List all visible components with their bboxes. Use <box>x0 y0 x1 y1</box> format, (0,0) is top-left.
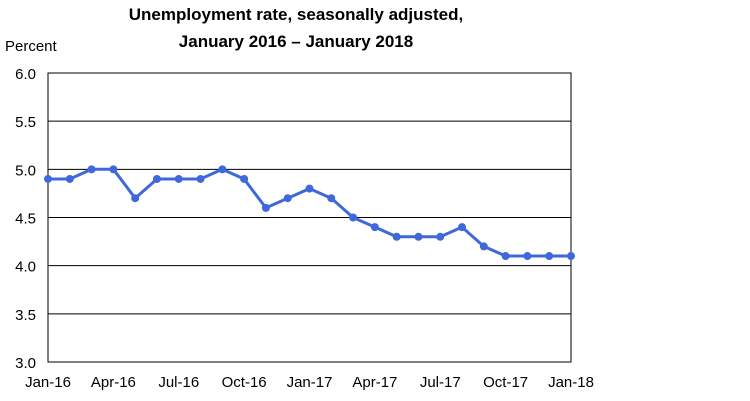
x-tick-label: Jan-17 <box>287 374 333 391</box>
data-point <box>218 165 227 174</box>
data-point <box>370 223 379 232</box>
data-point <box>392 232 401 241</box>
y-tick-label: 5.0 <box>15 162 36 179</box>
data-point <box>240 174 249 183</box>
x-tick-label: Jul-16 <box>158 374 199 391</box>
y-tick-label: 3.5 <box>15 307 36 324</box>
series-group <box>44 165 575 261</box>
x-tick-label: Apr-17 <box>352 374 397 391</box>
data-point <box>152 174 161 183</box>
y-tick-label: 4.5 <box>15 211 36 228</box>
x-tick-label: Oct-16 <box>222 374 267 391</box>
data-point <box>523 252 532 261</box>
y-axis-label: Percent <box>5 38 58 55</box>
data-point <box>305 184 314 193</box>
y-tick-label: 4.0 <box>15 259 36 276</box>
series-line <box>48 167 571 258</box>
x-tick-label: Jan-16 <box>25 374 71 391</box>
y-tick-label: 5.5 <box>15 114 36 131</box>
x-tick-label: Jan-18 <box>548 374 594 391</box>
data-point <box>196 174 205 183</box>
data-point <box>44 174 52 183</box>
data-point <box>479 242 488 251</box>
data-point <box>501 252 510 261</box>
y-tick-label: 3.0 <box>15 355 36 372</box>
x-tick-label: Oct-17 <box>483 374 528 391</box>
x-axis-ticks: Jan-16 Apr-16 Jul-16 Oct-16 Jan-17 Apr-17 Jul-… <box>25 374 594 391</box>
data-point <box>567 252 575 261</box>
data-point <box>283 194 292 203</box>
x-tick-label: Jul-17 <box>420 374 461 391</box>
data-point <box>261 203 270 212</box>
data-point <box>414 232 423 241</box>
chart-title: Unemployment rate, seasonally adjusted, <box>129 5 463 24</box>
data-point <box>65 174 74 183</box>
data-point <box>436 232 445 241</box>
chart-subtitle: January 2016 – January 2018 <box>179 32 413 51</box>
gridlines <box>48 120 571 315</box>
data-point <box>458 223 467 232</box>
data-point <box>131 194 140 203</box>
x-tick-label: Apr-16 <box>91 374 136 391</box>
data-point <box>109 165 118 174</box>
data-point <box>327 194 336 203</box>
data-point <box>349 213 358 222</box>
y-tick-label: 6.0 <box>15 66 36 83</box>
data-point <box>174 174 183 183</box>
data-point <box>545 252 554 261</box>
data-point <box>87 165 96 174</box>
y-axis-ticks: 3.0 3.5 4.0 4.5 5.0 5.5 6.0 <box>15 66 36 372</box>
plot-area-frame <box>47 72 572 363</box>
